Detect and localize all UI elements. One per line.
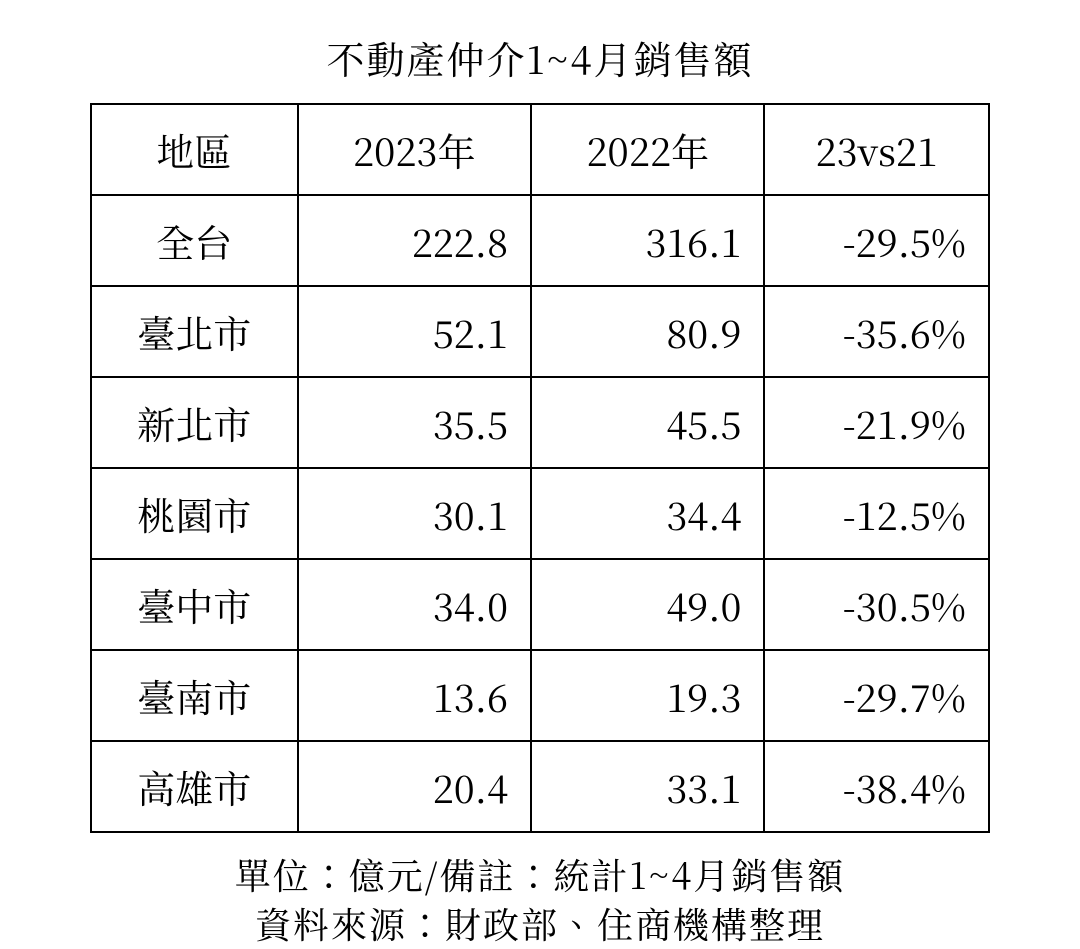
cell-delta: -35.6% xyxy=(764,286,989,377)
col-header-2022: 2022年 xyxy=(531,104,764,195)
col-header-2023: 2023年 xyxy=(298,104,531,195)
cell-delta: -21.9% xyxy=(764,377,989,468)
table-row: 新北市 35.5 45.5 -21.9% xyxy=(91,377,989,468)
cell-2022: 80.9 xyxy=(531,286,764,377)
cell-2023: 13.6 xyxy=(298,650,531,741)
cell-delta: -29.7% xyxy=(764,650,989,741)
footnote-line1: 單位：億元/備註：統計1~4月銷售額 xyxy=(90,851,990,900)
page-title: 不動產仲介1~4月銷售額 xyxy=(90,30,990,85)
cell-2023: 34.0 xyxy=(298,559,531,650)
table-row: 全台 222.8 316.1 -29.5% xyxy=(91,195,989,286)
cell-delta: -30.5% xyxy=(764,559,989,650)
cell-2022: 19.3 xyxy=(531,650,764,741)
cell-delta: -12.5% xyxy=(764,468,989,559)
footnote-line2: 資料來源：財政部、住商機構整理 xyxy=(90,900,990,949)
cell-region: 臺中市 xyxy=(91,559,298,650)
footnote: 單位：億元/備註：統計1~4月銷售額 資料來源：財政部、住商機構整理 xyxy=(90,851,990,948)
cell-2022: 33.1 xyxy=(531,741,764,832)
cell-2022: 316.1 xyxy=(531,195,764,286)
col-header-delta: 23vs21 xyxy=(764,104,989,195)
cell-2023: 52.1 xyxy=(298,286,531,377)
cell-2023: 30.1 xyxy=(298,468,531,559)
cell-2022: 34.4 xyxy=(531,468,764,559)
cell-region: 新北市 xyxy=(91,377,298,468)
cell-2022: 49.0 xyxy=(531,559,764,650)
col-header-region: 地區 xyxy=(91,104,298,195)
cell-region: 桃園市 xyxy=(91,468,298,559)
cell-region: 臺南市 xyxy=(91,650,298,741)
table-row: 臺北市 52.1 80.9 -35.6% xyxy=(91,286,989,377)
sales-table: 地區 2023年 2022年 23vs21 全台 222.8 316.1 -29… xyxy=(90,103,990,833)
cell-delta: -38.4% xyxy=(764,741,989,832)
cell-2023: 35.5 xyxy=(298,377,531,468)
table-row: 臺南市 13.6 19.3 -29.7% xyxy=(91,650,989,741)
cell-region: 全台 xyxy=(91,195,298,286)
table-header-row: 地區 2023年 2022年 23vs21 xyxy=(91,104,989,195)
cell-2023: 222.8 xyxy=(298,195,531,286)
cell-region: 臺北市 xyxy=(91,286,298,377)
cell-region: 高雄市 xyxy=(91,741,298,832)
cell-2022: 45.5 xyxy=(531,377,764,468)
table-row: 高雄市 20.4 33.1 -38.4% xyxy=(91,741,989,832)
cell-delta: -29.5% xyxy=(764,195,989,286)
cell-2023: 20.4 xyxy=(298,741,531,832)
table-row: 桃園市 30.1 34.4 -12.5% xyxy=(91,468,989,559)
table-row: 臺中市 34.0 49.0 -30.5% xyxy=(91,559,989,650)
